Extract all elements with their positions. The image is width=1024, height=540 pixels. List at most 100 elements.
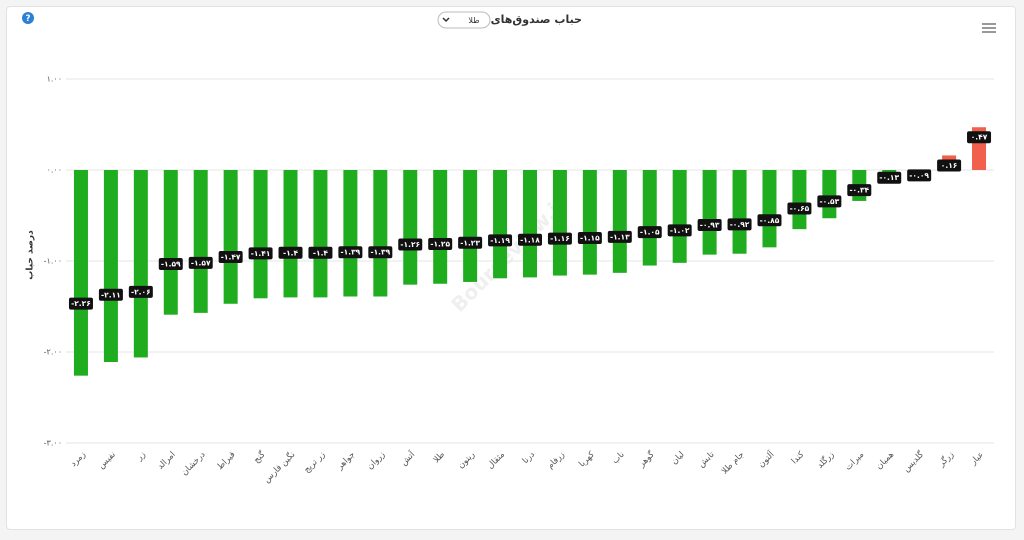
bar [672,170,687,263]
value-label-bg [308,246,333,259]
value-label: -۱.۲۵ [430,239,450,248]
value-label-bg [877,171,902,184]
value-label-bg [278,246,303,259]
value-label-bg [607,230,632,243]
value-label: -۰.۹۲ [730,220,750,229]
value-label: -۱.۳۹ [341,248,361,257]
x-tick-label: جام طلا [720,450,747,477]
x-tick-label: قیراط [215,450,237,472]
x-tick-label: میرات [843,450,866,473]
x-tick-label: آتش [398,448,418,468]
bar [582,170,597,275]
selector-arrow [442,17,450,23]
bar [223,170,238,304]
value-label-bg [458,236,483,249]
bar [792,170,807,230]
selector-value: طلا [468,16,479,25]
value-label-bg [488,234,513,247]
bar [523,170,537,278]
value-label-bg [577,232,602,245]
bar [702,170,717,255]
x-tick-label: جواهر [335,450,358,473]
bar [73,170,88,376]
value-label: -۱.۴۷ [221,252,241,261]
value-label: -۰.۵۳ [820,197,840,206]
x-tick-label: لیان [670,450,687,467]
value-label: -۱.۴ [283,248,299,257]
value-label-bg [68,297,93,310]
x-tick-label: کهربا [577,449,597,469]
bar [762,170,777,248]
value-label: -۱.۱۹ [490,236,510,245]
menu-icon[interactable] [982,23,996,33]
value-label-bg [218,250,243,263]
y-tick-label: ۰.۰۰ [47,166,62,175]
bar [463,170,478,282]
x-tick-label: زر [134,450,148,464]
value-label-bg [248,247,273,260]
value-label: -۲.۰۶ [131,287,151,296]
value-label-bg [697,219,722,232]
help-icon-glyph: ? [25,14,30,24]
x-tick-label: ریتون [456,450,477,471]
value-label: ۰.۱۶ [941,161,958,170]
value-label: -۱.۰۲ [670,226,690,235]
value-label: -۱.۱۳ [610,232,630,241]
value-label-bg [637,226,662,239]
y-tick-label: -۳.۰۰ [44,439,62,448]
bar [822,170,837,219]
y-axis-label: درصد حباب [26,230,36,280]
value-label-bg [907,169,932,182]
value-label: -۰.۶۵ [790,204,810,213]
x-tick-label: درخشان [180,450,208,478]
value-label-bg [128,285,153,298]
value-label-bg [398,238,423,251]
x-tick-label: آلتون [755,448,777,470]
bar [612,170,627,273]
value-label: ۰.۴۷ [971,133,988,142]
x-tick-label: تابش [697,449,717,469]
value-label-bg [518,233,542,246]
x-tick-label: زمرد [69,450,88,469]
x-tick-label: نفیس [97,450,118,471]
bar [373,170,388,297]
x-tick-label: گنج [251,448,268,465]
x-tick-label: گوهر [636,448,658,470]
value-label-bg [368,246,393,259]
x-tick-label: نگین فارس [261,449,297,485]
value-label: -۱.۲۶ [400,240,420,249]
value-label-bg [547,232,572,245]
value-label-bg [188,256,213,269]
bar [642,170,657,266]
value-label: -۲.۱۱ [101,290,121,299]
bar [253,170,268,299]
value-label: -۰.۳۴ [849,186,869,195]
bar [343,170,358,297]
bar [403,170,418,285]
value-label: -۱.۴ [313,248,329,257]
help-icon[interactable] [22,12,34,24]
bar [193,170,208,313]
value-label: -۲.۲۶ [71,299,91,308]
selector[interactable] [437,11,491,29]
x-tick-label: گلدیس [901,448,927,474]
value-label-bg [667,224,692,237]
value-label: -۱.۵۷ [191,258,211,267]
value-label: -۱.۱۵ [580,234,600,243]
bar [163,170,178,315]
value-label-bg [967,131,992,144]
value-label-bg [787,202,812,215]
value-label: -۰.۹۳ [700,221,720,230]
value-label: -۱.۵۹ [161,260,181,269]
value-label: -۱.۴۱ [251,249,271,258]
bar [732,170,747,254]
x-tick-label: طلا [432,450,448,466]
bar [133,170,148,358]
x-tick-label: کندا [790,449,807,466]
bar [552,170,567,276]
chart-title: حباب صندوق‌های طلا [468,13,582,26]
value-label-bg [428,237,453,250]
value-label-bg [847,184,872,197]
